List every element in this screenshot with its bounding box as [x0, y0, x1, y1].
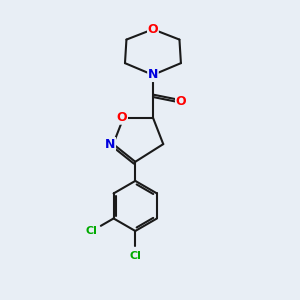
Text: N: N: [148, 68, 158, 81]
Text: N: N: [105, 138, 116, 151]
Text: O: O: [176, 95, 186, 108]
Text: Cl: Cl: [129, 251, 141, 261]
Text: O: O: [148, 23, 158, 36]
Text: O: O: [117, 111, 127, 124]
Text: Cl: Cl: [86, 226, 98, 236]
